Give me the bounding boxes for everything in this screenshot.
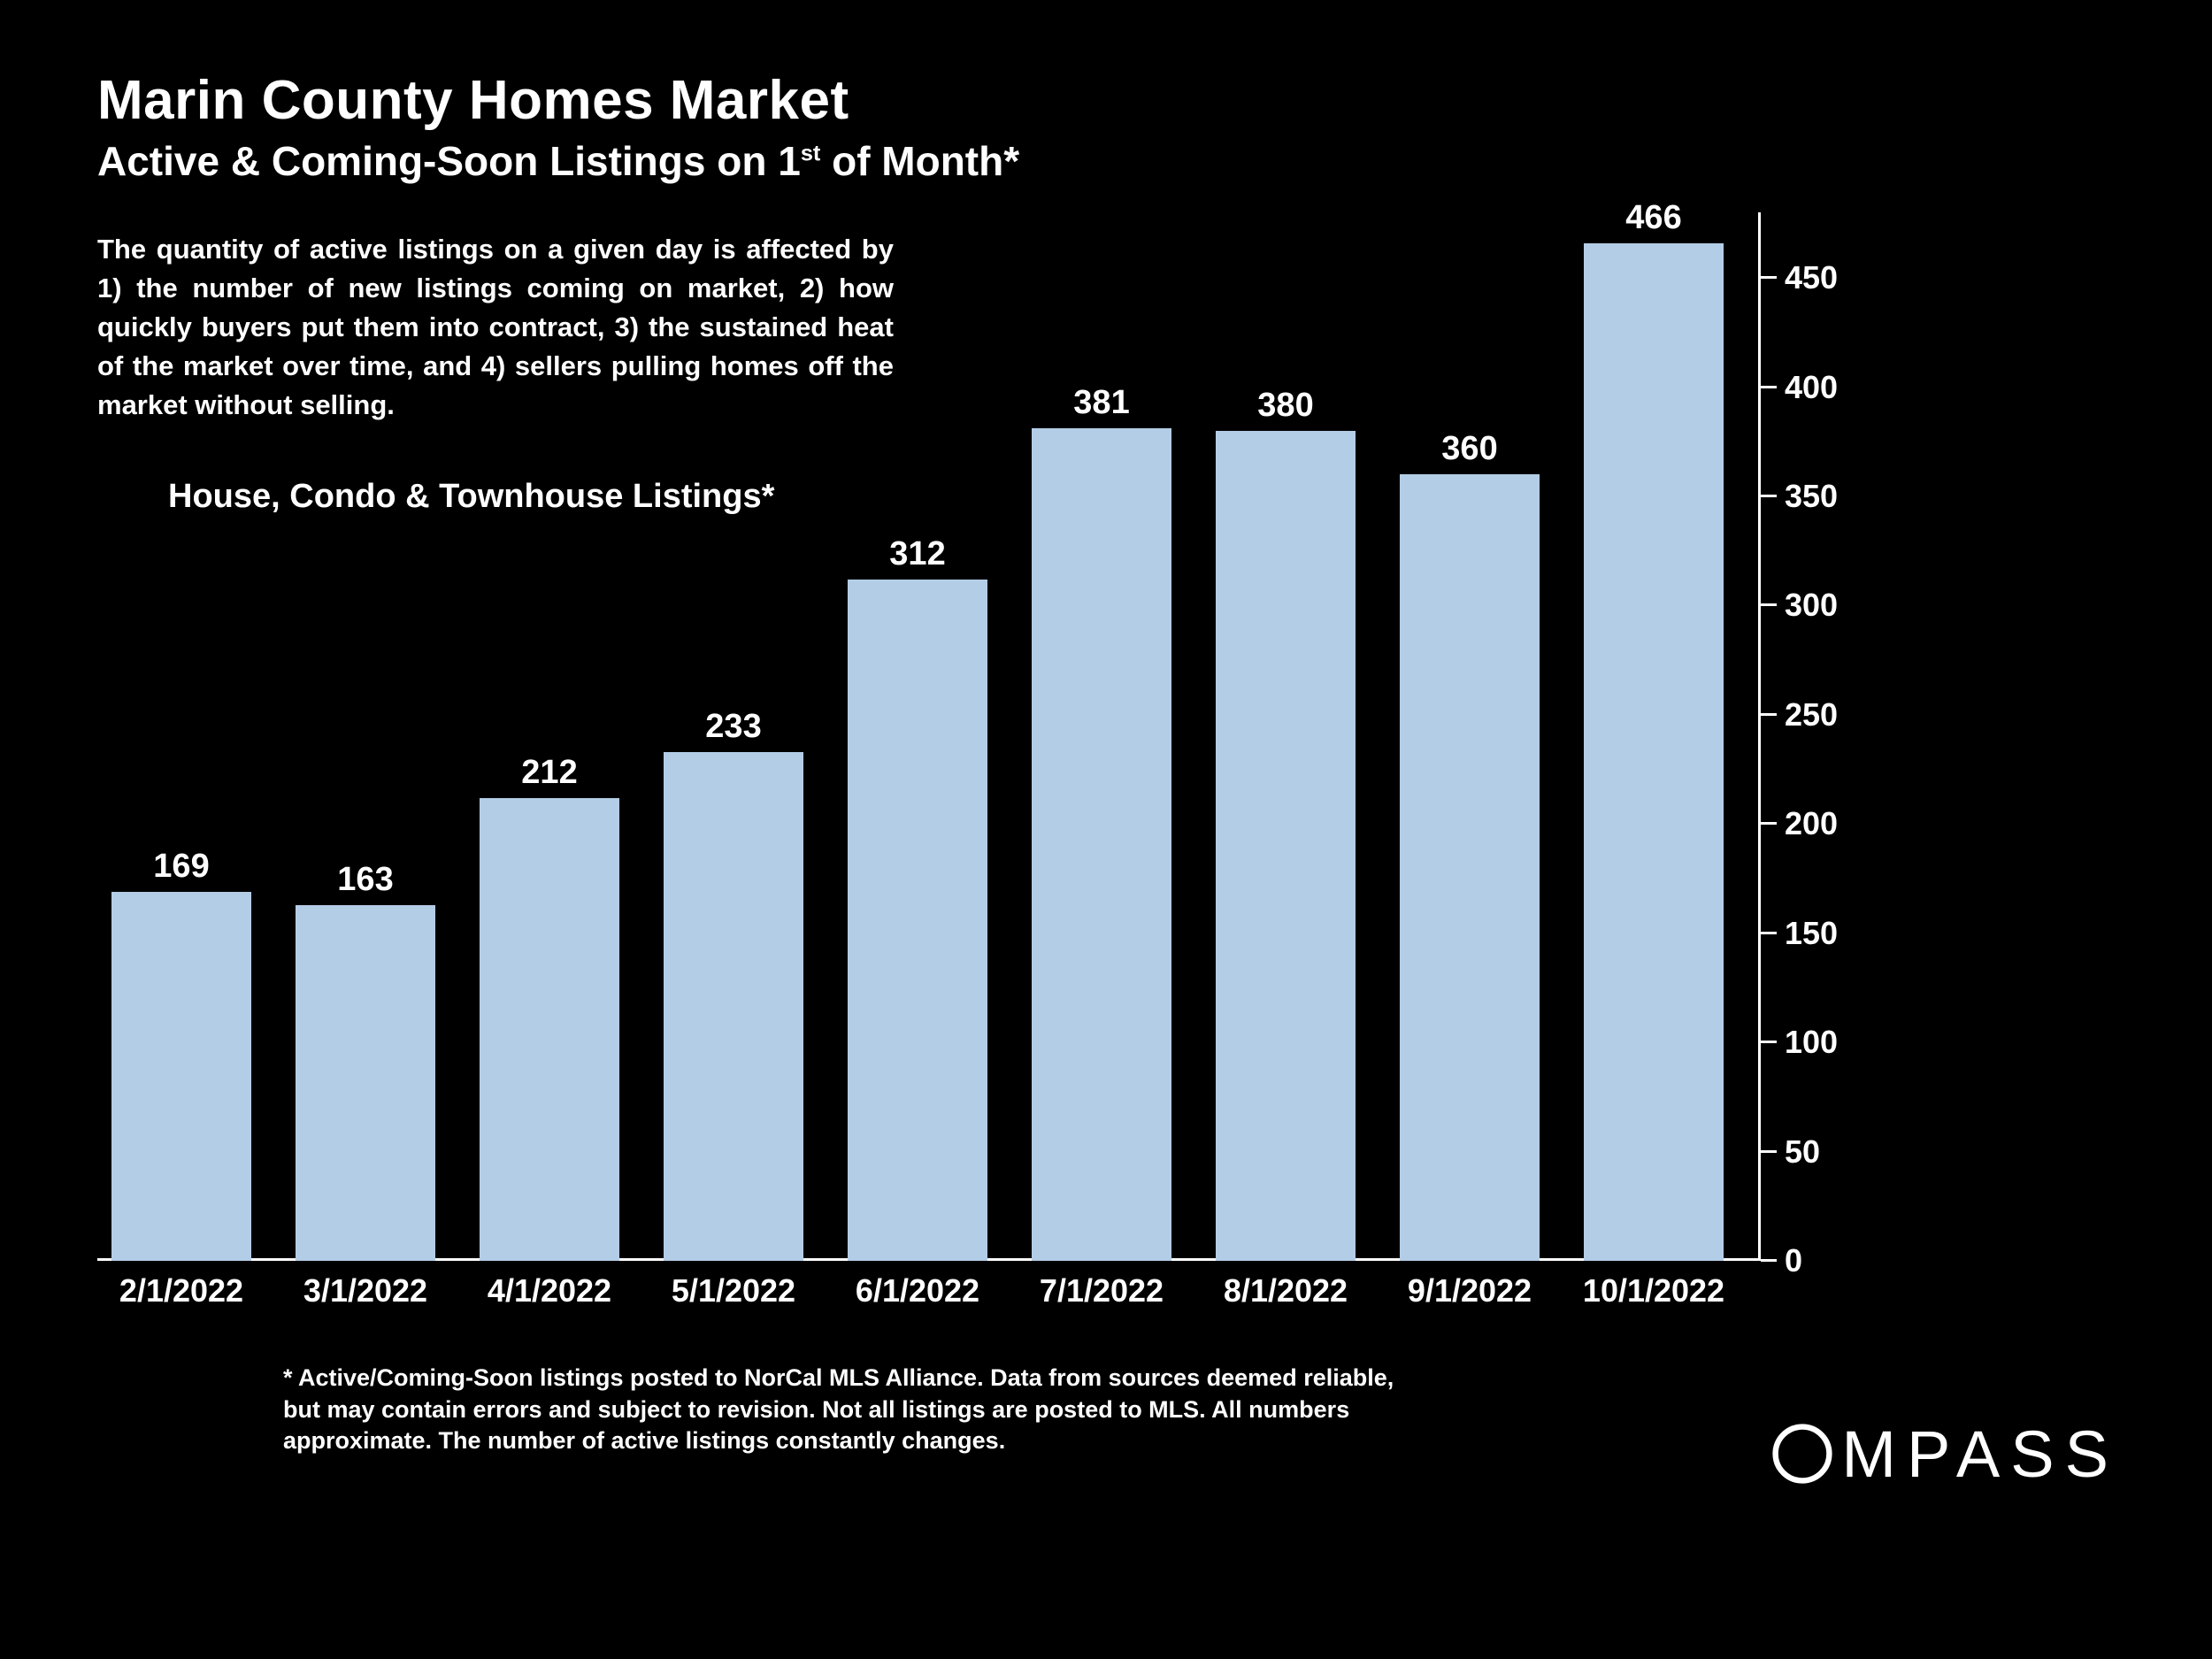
bar: 312 [848, 580, 987, 1261]
footnote-text: * Active/Coming-Soon listings posted to … [283, 1363, 1425, 1457]
bar-value-label: 169 [111, 848, 251, 886]
header: Marin County Homes Market Active & Comin… [97, 69, 1019, 185]
y-tick-label: 350 [1785, 478, 1854, 515]
bar: 169 [111, 892, 251, 1261]
bar-value-label: 163 [296, 861, 435, 899]
y-tick-label: 300 [1785, 587, 1854, 624]
y-tick [1761, 822, 1777, 825]
bar-value-label: 360 [1400, 430, 1540, 468]
x-axis-label: 10/1/2022 [1583, 1272, 1724, 1310]
x-axis-label: 3/1/2022 [303, 1272, 427, 1310]
y-tick-label: 50 [1785, 1133, 1854, 1171]
bar-value-label: 212 [480, 754, 619, 792]
y-tick [1761, 276, 1777, 279]
x-axis-label: 7/1/2022 [1040, 1272, 1164, 1310]
bar: 233 [664, 752, 803, 1261]
compass-logo: MPASS [1767, 1417, 2119, 1491]
bar: 163 [296, 905, 435, 1261]
chart-title: Marin County Homes Market [97, 69, 1019, 132]
bar-value-label: 233 [664, 708, 803, 746]
y-tick [1761, 932, 1777, 934]
bar-value-label: 312 [848, 535, 987, 573]
y-tick [1761, 1041, 1777, 1043]
bar-value-label: 466 [1584, 199, 1724, 237]
x-axis-label: 4/1/2022 [488, 1272, 611, 1310]
y-tick [1761, 386, 1777, 388]
x-axis-label: 5/1/2022 [672, 1272, 795, 1310]
y-tick-label: 400 [1785, 369, 1854, 406]
y-tick-label: 450 [1785, 259, 1854, 296]
bar: 360 [1400, 474, 1540, 1261]
y-tick [1761, 1150, 1777, 1153]
compass-logo-icon [1767, 1418, 1838, 1489]
x-axis-label: 9/1/2022 [1408, 1272, 1532, 1310]
bar-value-label: 380 [1216, 387, 1356, 425]
y-tick [1761, 713, 1777, 716]
x-axis-label: 6/1/2022 [856, 1272, 979, 1310]
bar-chart: 169163212233312381380360466 050100150200… [97, 212, 1752, 1261]
bar: 380 [1216, 431, 1356, 1261]
subtitle-part-1: Active & Coming-Soon Listings on 1 [97, 138, 801, 184]
y-axis-line [1758, 212, 1761, 1261]
bar: 381 [1032, 428, 1171, 1261]
x-axis-label: 8/1/2022 [1224, 1272, 1348, 1310]
subtitle-part-2: of Month* [820, 138, 1019, 184]
chart-subtitle: Active & Coming-Soon Listings on 1st of … [97, 137, 1019, 185]
y-tick-label: 250 [1785, 696, 1854, 733]
y-tick-label: 200 [1785, 805, 1854, 842]
subtitle-superscript: st [801, 142, 821, 166]
x-axis-label: 2/1/2022 [119, 1272, 243, 1310]
bar: 466 [1584, 243, 1724, 1261]
compass-logo-text: MPASS [1841, 1417, 2119, 1492]
y-tick-label: 0 [1785, 1242, 1854, 1279]
bar-value-label: 381 [1032, 384, 1171, 422]
bar: 212 [480, 798, 619, 1261]
y-tick [1761, 603, 1777, 606]
y-tick [1761, 1259, 1777, 1262]
y-tick [1761, 495, 1777, 497]
bars-container: 169 163 212 233 312 381 380 360 466 [97, 212, 1752, 1261]
y-tick-label: 150 [1785, 915, 1854, 952]
y-tick-label: 100 [1785, 1024, 1854, 1061]
